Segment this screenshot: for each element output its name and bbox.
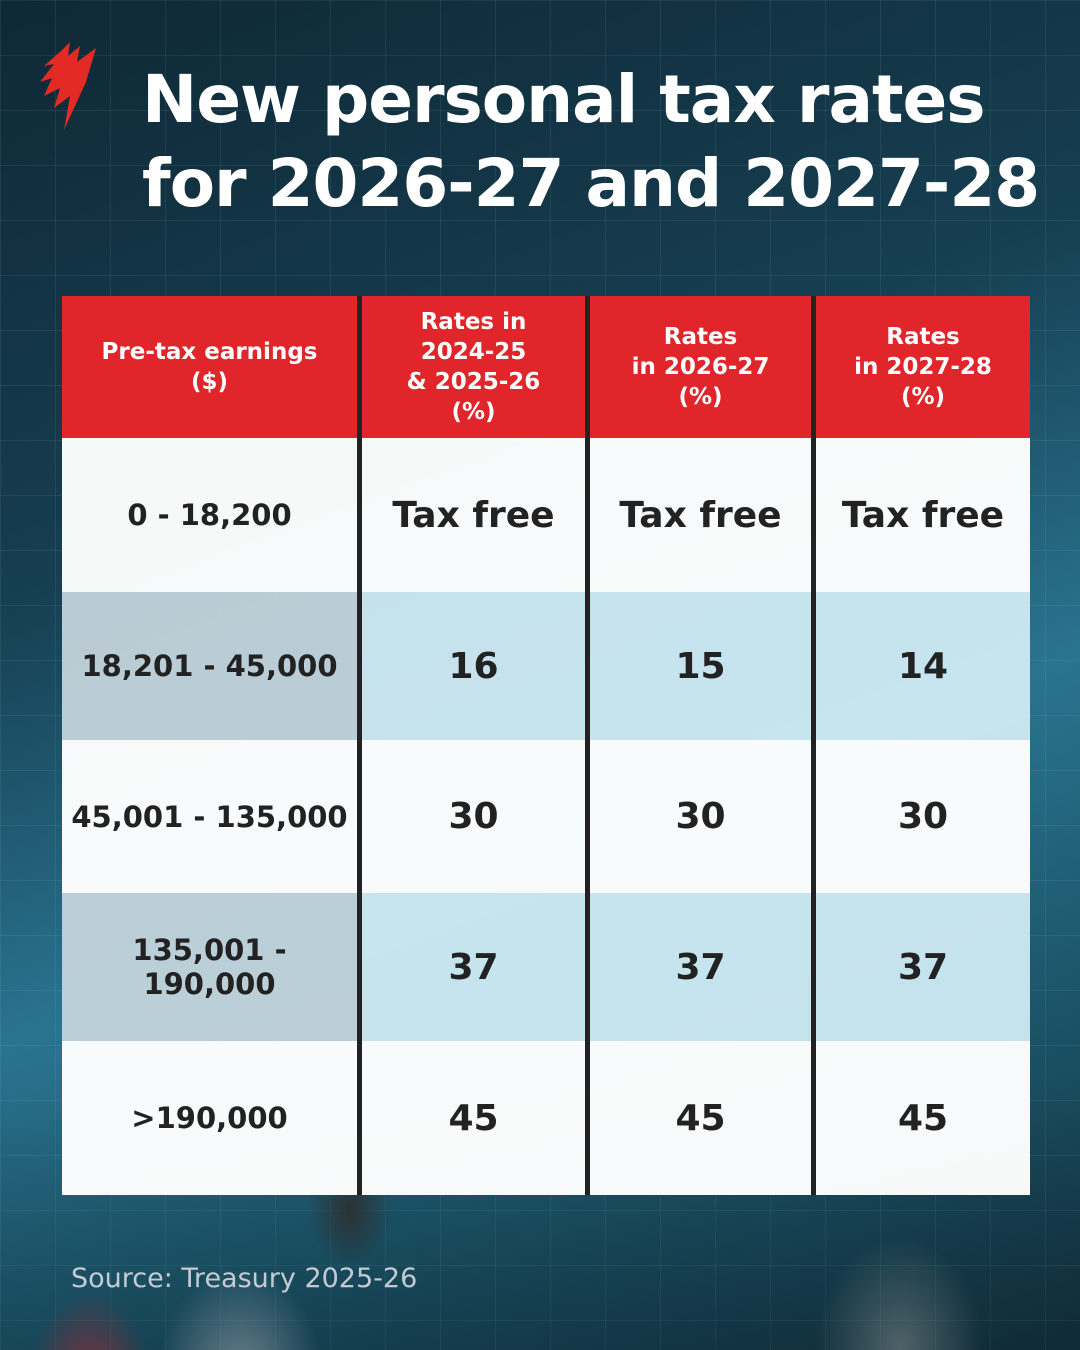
- source-caption: Source: Treasury 2025-26: [71, 1263, 418, 1294]
- rate-cell: 16: [362, 592, 590, 740]
- header-text: (%): [451, 399, 496, 425]
- header-rates-2024-26: Rates in 2024-25 & 2025-26 (%): [362, 296, 590, 438]
- rate-cell: 45: [590, 1041, 816, 1195]
- earnings-cell: >190,000: [62, 1041, 362, 1195]
- rate-cell: Tax free: [816, 438, 1030, 592]
- header-text: Pre-tax earnings: [101, 339, 318, 365]
- header-text: (%): [678, 384, 723, 410]
- header-text: Rates: [886, 324, 960, 350]
- rate-cell: Tax free: [362, 438, 590, 592]
- header-text: ($): [190, 369, 228, 395]
- header-rates-2026-27: Rates in 2026-27 (%): [590, 296, 816, 438]
- rate-cell: 14: [816, 592, 1030, 740]
- rate-cell: 45: [816, 1041, 1030, 1195]
- title-line-1: New personal tax rates: [142, 61, 986, 138]
- header-text: in 2027-28: [854, 354, 992, 380]
- header-text: in 2026-27: [631, 354, 770, 380]
- earnings-cell: 0 - 18,200: [62, 438, 362, 592]
- rate-cell: 30: [816, 740, 1030, 893]
- header-pre-tax-earnings: Pre-tax earnings ($): [62, 296, 362, 438]
- rate-cell: 37: [362, 893, 590, 1041]
- title-line-2: for 2026-27 and 2027-28: [142, 145, 1040, 222]
- header-text: (%): [900, 384, 946, 410]
- earnings-cell: 18,201 - 45,000: [62, 592, 362, 740]
- tax-rates-table: Pre-tax earnings ($) Rates in 2024-25 & …: [62, 296, 1030, 1195]
- rate-cell: 37: [590, 893, 816, 1041]
- earnings-cell: 45,001 - 135,000: [62, 740, 362, 893]
- rate-cell: 37: [816, 893, 1030, 1041]
- sbs-logo-icon: [40, 42, 96, 130]
- rate-cell: 15: [590, 592, 816, 740]
- page-title: New personal tax rates for 2026-27 and 2…: [142, 58, 1040, 226]
- header-text: Rates: [663, 324, 738, 350]
- header-rates-2027-28: Rates in 2027-28 (%): [816, 296, 1030, 438]
- earnings-cell: 135,001 - 190,000: [62, 893, 362, 1041]
- rate-cell: 30: [590, 740, 816, 893]
- rate-cell: 45: [362, 1041, 590, 1195]
- rate-cell: 30: [362, 740, 590, 893]
- header-text: & 2025-26: [406, 369, 541, 395]
- header-text: Rates in: [420, 309, 527, 335]
- rate-cell: Tax free: [590, 438, 816, 592]
- header-text: 2024-25: [420, 339, 527, 365]
